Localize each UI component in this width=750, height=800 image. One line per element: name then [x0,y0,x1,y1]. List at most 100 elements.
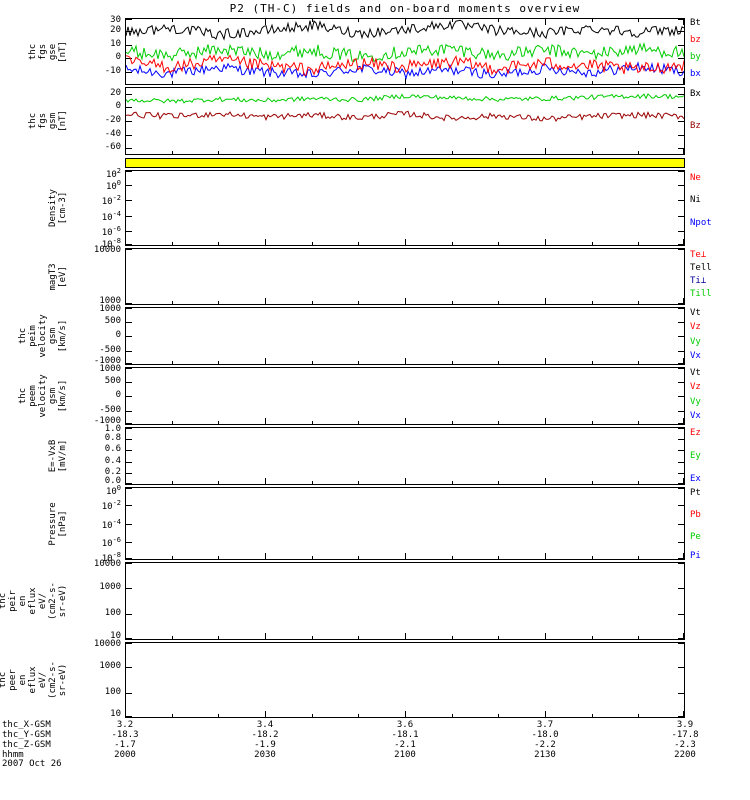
x-tick-mark [498,421,499,424]
y-tick-mark [678,121,684,122]
y-tick-mark [678,107,684,108]
x-tick-mark [545,711,546,717]
trace-bx [126,61,684,81]
x-tick-mark [498,81,499,84]
x-tick-mark [172,242,173,245]
y-tick-label: 0.8 [104,432,121,443]
y-tick-mark [678,667,684,668]
x-tick-mark [405,78,406,84]
x-tick-mark [498,19,499,22]
x-tick-mark [218,421,219,424]
x-tick-mark [218,81,219,84]
legend-Vx: Vx [690,411,701,422]
x-tick-mark [592,301,593,304]
legend-Vt: Vt [690,307,701,318]
x-tick-mark [172,19,173,22]
y-tick-mark [126,382,132,383]
y-axis-label-e_field: E=-VxB [mV/m] [48,439,68,473]
x-axis-value: 2000 [114,750,136,760]
legend-Pe: Pe [690,531,701,542]
y-tick-mark [678,19,684,20]
x-tick-mark [358,301,359,304]
y-tick-mark [126,45,132,46]
legend-Npot: Npot [690,218,712,229]
x-tick-mark [265,148,266,154]
y-tick-mark [126,473,132,474]
x-tick-mark [312,81,313,84]
y-tick-mark [678,244,684,245]
y-tick-label: 10000 [93,639,121,649]
x-tick-mark [638,361,639,364]
y-tick-mark [126,216,132,217]
y-tick-label: 1000 [99,296,121,306]
x-tick-mark [405,418,406,424]
x-tick-mark [683,418,684,424]
y-axis-label-thc_fgs_gsm: thc fgs gsm [nT] [28,110,68,132]
y-tick-mark [678,231,684,232]
x-tick-mark [592,714,593,717]
y-tick-mark [126,462,132,463]
x-tick-mark [545,298,546,304]
x-tick-mark [358,242,359,245]
y-tick-mark [678,614,684,615]
x-tick-mark [452,19,453,22]
y-tick-label: 0 [115,390,121,400]
y-tick-mark [126,363,132,364]
x-tick-mark [125,298,126,304]
legend-Vz: Vz [690,382,701,393]
x-tick-mark [592,151,593,154]
y-tick-mark [126,693,132,694]
y-tick-label: 10-4 [101,209,121,223]
x-tick-mark [498,361,499,364]
x-tick-mark [638,556,639,559]
x-tick-mark [312,421,313,424]
x-tick-mark [265,711,266,717]
x-axis-value: 2100 [394,750,416,760]
x-tick-mark [452,301,453,304]
legend-Vx: Vx [690,351,701,362]
y-tick-mark [126,450,132,451]
x-tick-mark [545,633,546,639]
y-tick-mark [678,382,684,383]
x-tick-mark [545,358,546,364]
x-tick-mark [312,714,313,717]
x-axis-value: -2.1 [394,740,416,750]
y-tick-label: 10000 [93,245,121,255]
trace-Bz [126,110,684,122]
trace-Bt [126,19,684,41]
y-tick-label: -500 [99,344,121,355]
y-tick-mark [678,462,684,463]
x-tick-mark [683,358,684,364]
x-tick-mark [452,242,453,245]
x-tick-mark [545,148,546,154]
y-tick-mark [126,411,132,412]
y-tick-mark [126,558,132,559]
y-tick-mark [678,558,684,559]
y-tick-label: 10-6 [101,535,121,549]
y-tick-mark [678,483,684,484]
traces-thc_fgs_gsm [126,93,684,122]
x-tick-mark [312,481,313,484]
x-tick-mark [405,553,406,559]
x-tick-mark [498,481,499,484]
legend-Ni: Ni [690,195,701,206]
trace-bz [126,54,684,76]
y-tick-mark [126,483,132,484]
panel-pressure [125,487,685,560]
y-axis-label-thc_peir_en_eflux: thc peir en eflux eV/ (cm2-s- sr-eV) [0,582,68,620]
y-tick-label: 1000 [99,581,121,592]
panel-temperature [125,248,685,305]
x-axis-value: -18.0 [531,730,559,740]
x-tick-mark [638,81,639,84]
y-tick-mark [678,45,684,46]
y-tick-label: 10-2 [101,194,121,208]
y-tick-mark [126,185,132,186]
trace-by [126,41,684,63]
y-tick-mark [678,200,684,201]
y-tick-mark [678,148,684,149]
x-tick-mark [218,481,219,484]
y-tick-mark [126,19,132,20]
x-tick-mark [452,151,453,154]
x-tick-mark [218,301,219,304]
x-tick-mark [638,242,639,245]
